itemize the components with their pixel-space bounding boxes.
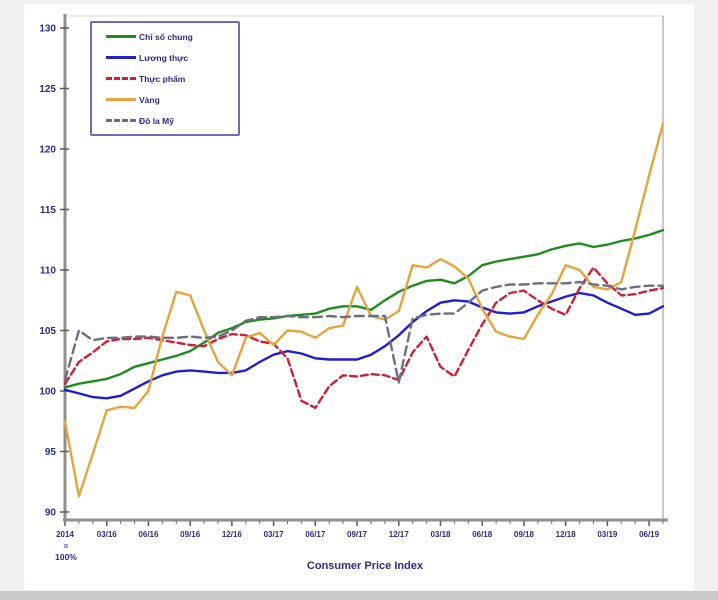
legend-label: Vàng [139,94,160,105]
x-tick-label: 03/19 [597,530,618,539]
legend-label: Lương thực [139,52,189,63]
legend-line-swatch [106,98,136,101]
chart-legend: Chỉ số chung Lương thực Thực phẩm Vàng Đ… [90,21,240,136]
y-tick-label: 130 [39,24,56,35]
x-tick-label: 09/17 [347,530,368,539]
y-tick-label: 95 [45,447,57,458]
y-tick-label: 90 [45,508,57,519]
y-tick-label: 110 [40,266,57,277]
x-tick-label: 12/17 [389,530,410,539]
series-line-3 [63,122,665,498]
legend-item-foodstuff: Thực phẩm [106,73,230,84]
x-tick-label: 06/18 [472,530,493,539]
legend-label: Thực phẩm [139,73,186,84]
window-bottom-edge [0,591,718,600]
x-tick-label: 2014 [56,530,74,539]
legend-line-swatch [106,119,136,122]
x-axis-base-note: = 100% [40,541,92,563]
x-axis-base-note-line: 100% [55,552,77,562]
legend-item-food-grain: Lương thực [106,52,230,63]
x-tick-label: 03/16 [97,530,118,539]
x-tick-label: 06/16 [138,530,159,539]
x-axis-base-note-line: = [63,541,69,551]
legend-line-swatch [106,77,136,80]
legend-line-swatch [106,35,136,38]
y-tick-label: 125 [39,84,56,95]
x-tick-label: 09/18 [514,530,535,539]
x-tick-label: 03/18 [430,530,451,539]
legend-label: Chỉ số chung [139,31,193,42]
series-line-1 [63,291,665,400]
series-line-2 [63,266,665,410]
x-tick-label: 09/16 [180,530,201,539]
legend-line-swatch [106,56,136,59]
series-line-0 [63,228,665,389]
x-tick-label: 12/18 [556,530,577,539]
legend-item-gold: Vàng [106,94,230,105]
x-tick-label: 06/17 [305,530,326,539]
series-line-4 [63,280,665,384]
legend-label: Đô la Mỹ [139,115,174,126]
x-tick-label: 12/16 [222,530,243,539]
legend-item-usd: Đô la Mỹ [106,115,230,126]
y-tick-label: 120 [39,145,56,156]
y-tick-label: 105 [39,326,56,337]
y-tick-label: 100 [39,387,56,398]
x-tick-label: 06/19 [639,530,660,539]
legend-item-general-index: Chỉ số chung [106,31,230,42]
y-tick-label: 115 [40,205,57,216]
chart-title: Consumer Price Index [306,560,424,572]
x-tick-label: 03/17 [264,530,285,539]
